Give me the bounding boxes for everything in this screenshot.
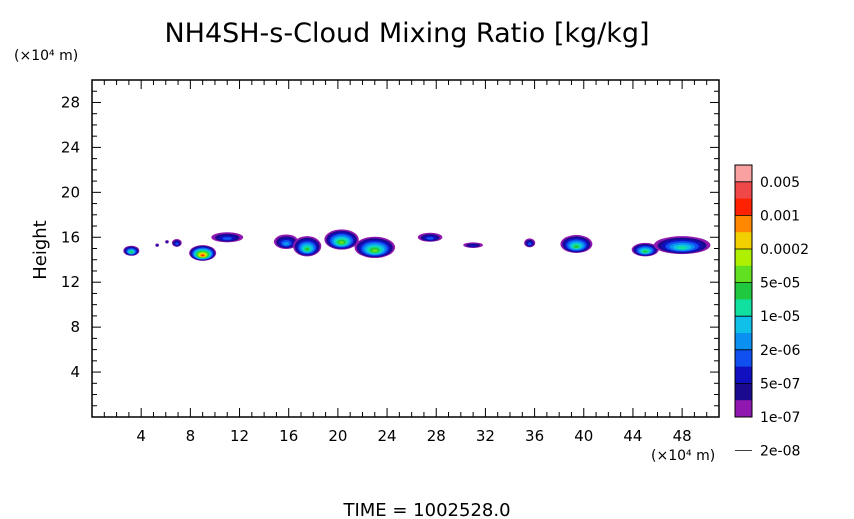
colorbar-swatch	[735, 282, 752, 300]
cloud-level	[175, 242, 179, 246]
time-label: TIME = 1002528.0	[342, 500, 510, 519]
cloud-level	[527, 242, 532, 246]
cloud-blob	[293, 236, 322, 257]
y-tick-label: 24	[61, 138, 80, 156]
cloud-level	[371, 249, 378, 253]
colorbar-swatch	[735, 316, 752, 334]
y-axis-unit: (×10⁴ m)	[14, 48, 78, 64]
cloud-level	[156, 244, 158, 247]
colorbar-swatch	[735, 165, 752, 183]
colorbar-label: 5e-07	[760, 376, 800, 392]
cloud-level	[426, 237, 434, 240]
plot-frame	[91, 79, 720, 418]
cloud-blob	[524, 238, 536, 248]
cloud-blob	[155, 243, 160, 247]
colorbar-label: 0.005	[760, 175, 800, 191]
colorbar-swatch	[735, 265, 752, 283]
chart-title: NH4SH-s-Cloud Mixing Ratio [kg/kg]	[164, 18, 649, 49]
colorbar-label: 2e-06	[760, 343, 800, 359]
cloud-blob	[165, 240, 169, 244]
y-tick-label: 16	[61, 228, 80, 246]
x-tick-label: 12	[230, 427, 249, 445]
colorbar-label: 2e-08	[760, 444, 800, 460]
cloud-level	[130, 251, 133, 254]
y-axis-label: Height	[30, 220, 51, 280]
colorbar-swatch	[735, 181, 752, 199]
cloud-blob	[211, 232, 244, 243]
cloud-blob	[631, 242, 659, 257]
cloud-level	[677, 246, 688, 250]
cloud-level	[166, 241, 168, 243]
colorbar-label: 0.0002	[760, 242, 809, 258]
colorbar-swatch	[735, 366, 752, 384]
colorbar-swatch	[735, 198, 752, 216]
colorbar: 0.005 0.001 0.0002 5e-05 1e-05 2e-06 5e-07 1e-0…	[734, 164, 809, 460]
cloud-blob	[417, 232, 443, 242]
x-tick-label: 20	[328, 427, 347, 445]
x-tick-label: 44	[623, 427, 642, 445]
x-axis-unit: (×10⁴ m)	[651, 448, 715, 464]
colorbar-swatch	[735, 333, 752, 351]
colorbar-swatch	[735, 383, 752, 401]
colorbar-swatch	[735, 215, 752, 233]
y-tick-label: 8	[70, 318, 80, 336]
cloud-level	[201, 254, 204, 257]
cloud-level	[283, 241, 290, 246]
cloud-blob	[123, 245, 140, 256]
cloud-blob	[653, 236, 711, 255]
colorbar-label: 5e-05	[760, 276, 800, 292]
cloud-blob	[463, 242, 483, 248]
colorbar-label: 1e-05	[760, 309, 800, 325]
y-axis: 4 8 12 16 20 24 28	[61, 90, 719, 407]
x-tick-label: 48	[673, 427, 692, 445]
cloud-level	[643, 250, 648, 253]
x-tick-label: 24	[378, 427, 397, 445]
cloud-level	[339, 241, 344, 244]
cloud-blob	[354, 236, 396, 259]
x-tick-label: 36	[525, 427, 544, 445]
cloud-blob	[171, 238, 182, 247]
cloud-level	[304, 247, 310, 251]
x-tick-label: 32	[476, 427, 495, 445]
y-tick-label: 4	[70, 363, 80, 381]
colorbar-swatch	[735, 232, 752, 250]
colorbar-swatch	[735, 349, 752, 367]
x-axis: 4 8 12 16 20 24 28 32 36 40 44 48	[103, 80, 708, 445]
x-tick-label: 16	[279, 427, 298, 445]
x-tick-label: 28	[427, 427, 446, 445]
colorbar-swatch	[735, 249, 752, 267]
cloud-level	[222, 236, 233, 241]
x-tick-label: 4	[136, 427, 146, 445]
y-tick-label: 12	[61, 273, 80, 291]
cloud-level	[469, 244, 477, 247]
colorbar-swatch	[735, 299, 752, 317]
cloud-blob	[324, 229, 359, 250]
cloud-blob	[560, 235, 593, 253]
colorbar-swatch	[735, 400, 752, 418]
x-tick-label: 40	[574, 427, 593, 445]
cloud-level	[573, 245, 579, 249]
colorbar-label: 0.001	[760, 208, 800, 224]
y-tick-label: 20	[61, 183, 80, 201]
y-tick-label: 28	[61, 93, 80, 111]
colorbar-label: 1e-07	[760, 410, 800, 426]
x-tick-label: 8	[186, 427, 196, 445]
cloud-field	[123, 229, 711, 261]
cloud-blob	[273, 234, 299, 250]
cloud-blob	[189, 245, 217, 261]
